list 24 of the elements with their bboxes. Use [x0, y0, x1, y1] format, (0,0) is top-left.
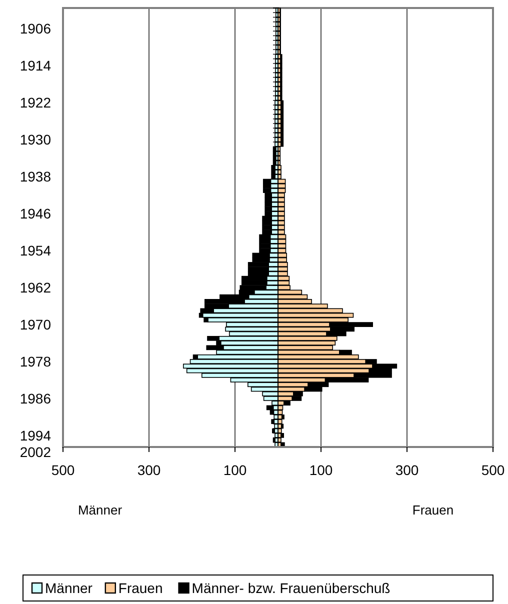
x-tick-label: 300 — [137, 462, 161, 478]
y-tick-label: 1986 — [20, 390, 52, 406]
y-tick-label: 1938 — [20, 168, 52, 185]
y-tick-label: 1978 — [20, 353, 52, 370]
x-tick-label: 100 — [309, 462, 333, 478]
y-tick-label: 1914 — [20, 58, 52, 74]
y-tick-label: 1954 — [20, 242, 52, 259]
legend-label: Männer- bzw. Frauenüberschuß — [192, 580, 390, 596]
x-tick-label: 500 — [481, 462, 505, 478]
text: Männer — [78, 502, 123, 518]
text: Frauen — [412, 502, 454, 518]
legend-label: Frauen — [118, 580, 163, 596]
y-tick-label: 1930 — [20, 132, 52, 148]
x-tick-label: 500 — [51, 462, 75, 478]
y-tick-label: 1962 — [20, 279, 52, 296]
legend-label: Männer — [45, 580, 93, 596]
x-tick-label: 100 — [223, 462, 247, 478]
y-tick-label: 1970 — [20, 316, 52, 332]
y-tick-label: 1922 — [20, 94, 52, 111]
text: 2002 — [20, 444, 52, 460]
y-tick-label: 1906 — [20, 20, 52, 37]
x-tick-label: 300 — [395, 462, 419, 478]
y-tick-label: 1946 — [20, 206, 52, 222]
y-tick-label: 1994 — [20, 427, 52, 444]
